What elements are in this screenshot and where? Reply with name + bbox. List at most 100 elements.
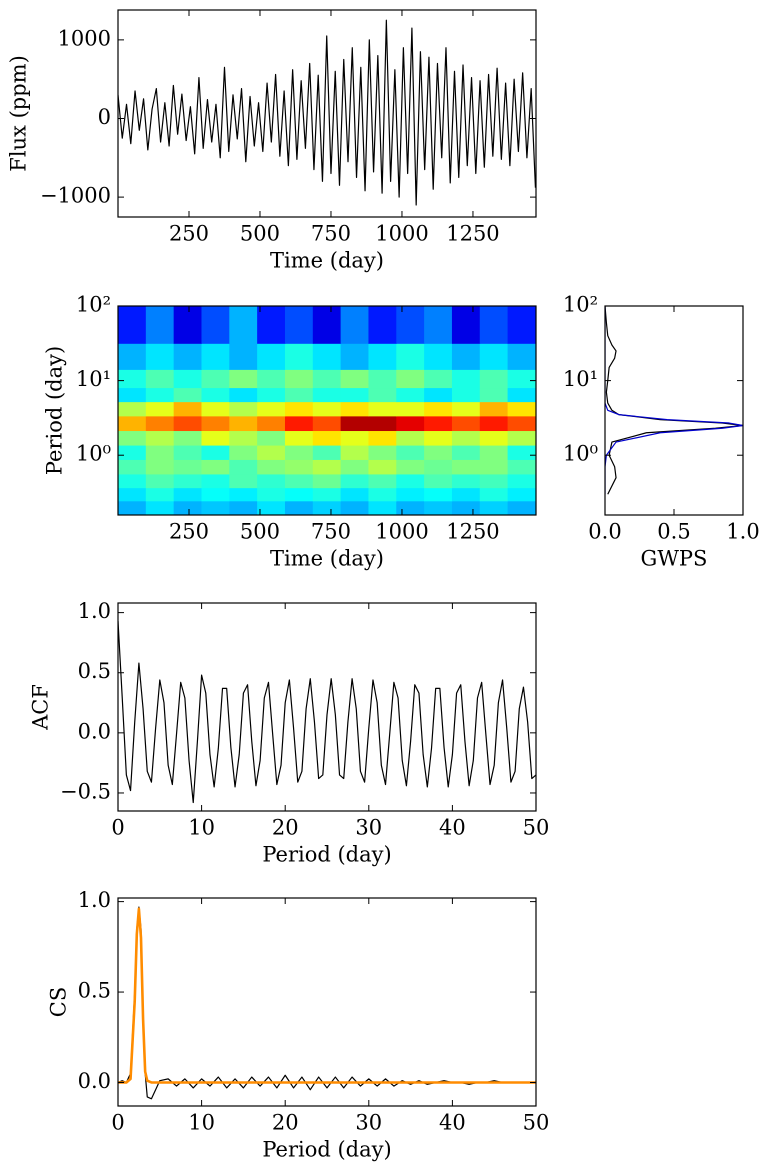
x-tick-label: 750	[311, 520, 351, 544]
heat-cell	[424, 500, 453, 515]
heat-cell	[340, 343, 369, 370]
heat-cell	[368, 415, 397, 432]
heat-cell	[118, 473, 147, 489]
heat-cell	[257, 473, 286, 489]
heat-cell	[507, 445, 536, 460]
heat-cell	[396, 415, 425, 432]
y-tick-label: 0.5	[78, 979, 111, 1003]
heat-cell	[118, 387, 147, 403]
heat-cell	[173, 401, 202, 417]
heat-cell	[173, 343, 202, 370]
heat-cell	[173, 387, 202, 403]
heat-cell	[479, 500, 509, 515]
heat-cell	[312, 500, 342, 515]
heat-cell	[145, 387, 175, 403]
x-tick-label: 1250	[446, 520, 499, 544]
heat-cell	[201, 430, 230, 446]
heat-cell	[145, 306, 175, 344]
y-tick-label: 1.0	[78, 599, 111, 623]
plot-area	[118, 906, 536, 1100]
data-line	[605, 306, 743, 495]
heat-cell	[201, 459, 230, 475]
heat-cell	[201, 500, 230, 515]
heat-cell	[368, 343, 397, 370]
heat-cell	[145, 459, 175, 475]
y-tick-label: −1000	[40, 184, 111, 208]
heat-cell	[145, 487, 175, 502]
heat-cell	[507, 415, 536, 432]
heat-cell	[424, 445, 453, 460]
heat-cell	[340, 415, 369, 432]
heat-cell	[340, 459, 369, 475]
heat-cell	[368, 459, 397, 475]
heat-cell	[451, 430, 481, 446]
heat-cell	[145, 473, 175, 489]
heat-cell	[479, 473, 509, 489]
axes-frame	[604, 305, 744, 516]
panel: 250 500 750 1000 1250 10⁰ 10¹ 10² Time (day) Peri…	[43, 293, 537, 571]
x-tick-label: 250	[169, 520, 209, 544]
heat-cell	[368, 430, 397, 446]
heat-cell	[229, 445, 258, 460]
plot-area	[605, 306, 743, 495]
heat-cell	[396, 445, 425, 460]
heat-cell	[201, 415, 230, 432]
heat-cell	[284, 369, 314, 389]
heat-cell	[479, 487, 509, 502]
heat-cell	[118, 401, 147, 417]
heat-cell	[312, 473, 342, 489]
axes-frame	[117, 305, 537, 516]
data-line	[118, 19, 536, 206]
heat-cell	[145, 430, 175, 446]
heat-cell	[118, 445, 147, 460]
heat-cell	[424, 430, 453, 446]
x-tick-label: 1250	[446, 222, 499, 246]
heat-cell	[424, 487, 453, 502]
heat-cell	[368, 387, 397, 403]
heat-cell	[229, 473, 258, 489]
y-tick-label: 10²	[563, 293, 598, 317]
heat-cell	[396, 306, 425, 344]
heat-cell	[145, 343, 175, 370]
heat-cell	[257, 487, 286, 502]
heat-cell	[451, 473, 481, 489]
y-axis-label: Flux (ppm)	[7, 55, 31, 172]
y-tick-label: 10¹	[563, 367, 598, 391]
heat-cell	[284, 445, 314, 460]
heat-cell	[507, 387, 536, 403]
heat-cell	[145, 500, 175, 515]
heat-cell	[284, 500, 314, 515]
heat-cell	[118, 306, 147, 344]
heat-cell	[340, 430, 369, 446]
x-tick-label: 30	[355, 816, 382, 840]
heat-cell	[340, 445, 369, 460]
heat-cell	[257, 401, 286, 417]
heat-cell	[312, 487, 342, 502]
heat-cell	[173, 369, 202, 389]
heat-cell	[340, 487, 369, 502]
heat-cell	[118, 487, 147, 502]
heat-cell	[201, 487, 230, 502]
x-tick-label: 0	[111, 816, 124, 840]
heat-cell	[201, 473, 230, 489]
heat-cell	[396, 387, 425, 403]
y-axis-label: ACF	[29, 684, 53, 731]
heat-cell	[173, 415, 202, 432]
heat-cell	[201, 387, 230, 403]
y-tick-label: 10¹	[76, 367, 111, 391]
x-axis-label: Time (day)	[270, 547, 384, 571]
heat-cell	[284, 487, 314, 502]
x-tick-label: 500	[240, 222, 280, 246]
heat-cell	[479, 306, 509, 344]
heat-cell	[451, 343, 481, 370]
heat-cell	[507, 473, 536, 489]
heat-cell	[229, 500, 258, 515]
heat-cell	[201, 369, 230, 389]
heat-cell	[284, 387, 314, 403]
heat-cell	[396, 430, 425, 446]
data-line	[118, 907, 536, 1084]
y-axis-label: CS	[47, 987, 71, 1017]
heat-cell	[229, 306, 258, 344]
heat-cell	[284, 473, 314, 489]
